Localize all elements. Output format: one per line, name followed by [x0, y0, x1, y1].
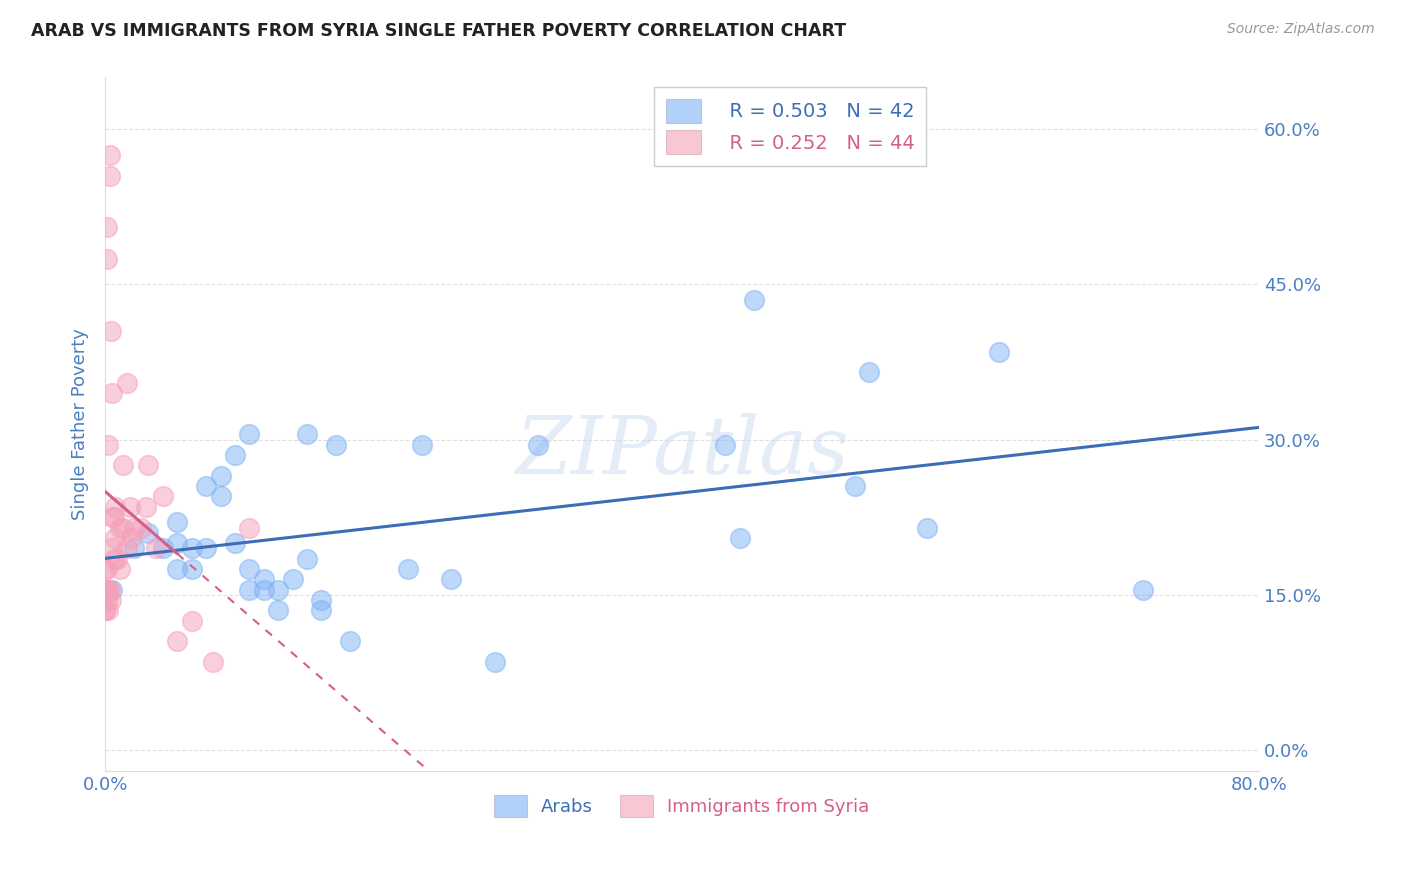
Point [118, 500, 141, 514]
Point [396, 562, 419, 576]
Point [115, 376, 138, 390]
Point [311, 593, 333, 607]
Point [135, 500, 157, 514]
Point [238, 582, 260, 597]
Point [281, 572, 304, 586]
Point [104, 531, 127, 545]
Point [339, 634, 361, 648]
Point [94, 582, 117, 597]
Point [195, 479, 218, 493]
Point [253, 582, 276, 597]
Point [915, 520, 938, 534]
Point [1132, 582, 1154, 597]
Point [484, 655, 506, 669]
Point [440, 572, 463, 586]
Point [152, 490, 174, 504]
Point [209, 468, 232, 483]
Point [101, 386, 124, 401]
Point [166, 562, 188, 576]
Point [98, 582, 121, 597]
Point [115, 541, 138, 556]
Point [742, 293, 765, 307]
Point [94, 603, 117, 617]
Point [238, 562, 260, 576]
Point [100, 324, 122, 338]
Point [94, 582, 117, 597]
Point [138, 525, 160, 540]
Point [98, 169, 121, 183]
Point [108, 562, 131, 576]
Point [138, 458, 160, 473]
Point [103, 551, 125, 566]
Point [202, 655, 225, 669]
Point [411, 438, 433, 452]
Point [122, 541, 145, 556]
Point [988, 344, 1011, 359]
Point [238, 520, 260, 534]
Point [180, 562, 202, 576]
Point [97, 582, 120, 597]
Point [129, 520, 152, 534]
Point [844, 479, 866, 493]
Point [267, 603, 290, 617]
Point [295, 551, 318, 566]
Point [858, 365, 880, 379]
Point [238, 427, 260, 442]
Text: ARAB VS IMMIGRANTS FROM SYRIA SINGLE FATHER POVERTY CORRELATION CHART: ARAB VS IMMIGRANTS FROM SYRIA SINGLE FAT… [31, 22, 846, 40]
Y-axis label: Single Father Poverty: Single Father Poverty [72, 328, 89, 520]
Point [104, 500, 127, 514]
Point [152, 541, 174, 556]
Point [166, 516, 188, 530]
Point [96, 252, 118, 266]
Point [97, 438, 120, 452]
Text: Source: ZipAtlas.com: Source: ZipAtlas.com [1227, 22, 1375, 37]
Point [714, 438, 737, 452]
Point [97, 603, 120, 617]
Point [253, 572, 276, 586]
Legend: Arabs, Immigrants from Syria: Arabs, Immigrants from Syria [488, 788, 877, 824]
Point [100, 593, 122, 607]
Point [224, 536, 246, 550]
Point [209, 490, 232, 504]
Point [195, 541, 218, 556]
Point [111, 520, 134, 534]
Point [526, 438, 548, 452]
Point [325, 438, 347, 452]
Point [96, 593, 118, 607]
Point [108, 520, 131, 534]
Point [120, 531, 142, 545]
Point [145, 541, 167, 556]
Point [98, 148, 121, 162]
Point [96, 562, 118, 576]
Point [224, 448, 246, 462]
Point [180, 614, 202, 628]
Point [94, 603, 117, 617]
Point [96, 220, 118, 235]
Point [101, 510, 124, 524]
Point [101, 541, 124, 556]
Point [180, 541, 202, 556]
Point [111, 458, 134, 473]
Point [122, 520, 145, 534]
Point [166, 634, 188, 648]
Point [166, 536, 188, 550]
Point [103, 510, 125, 524]
Point [267, 582, 290, 597]
Point [96, 582, 118, 597]
Point [311, 603, 333, 617]
Point [295, 427, 318, 442]
Text: ZIPatlas: ZIPatlas [515, 413, 849, 491]
Point [105, 551, 128, 566]
Point [728, 531, 751, 545]
Point [94, 562, 117, 576]
Point [101, 582, 124, 597]
